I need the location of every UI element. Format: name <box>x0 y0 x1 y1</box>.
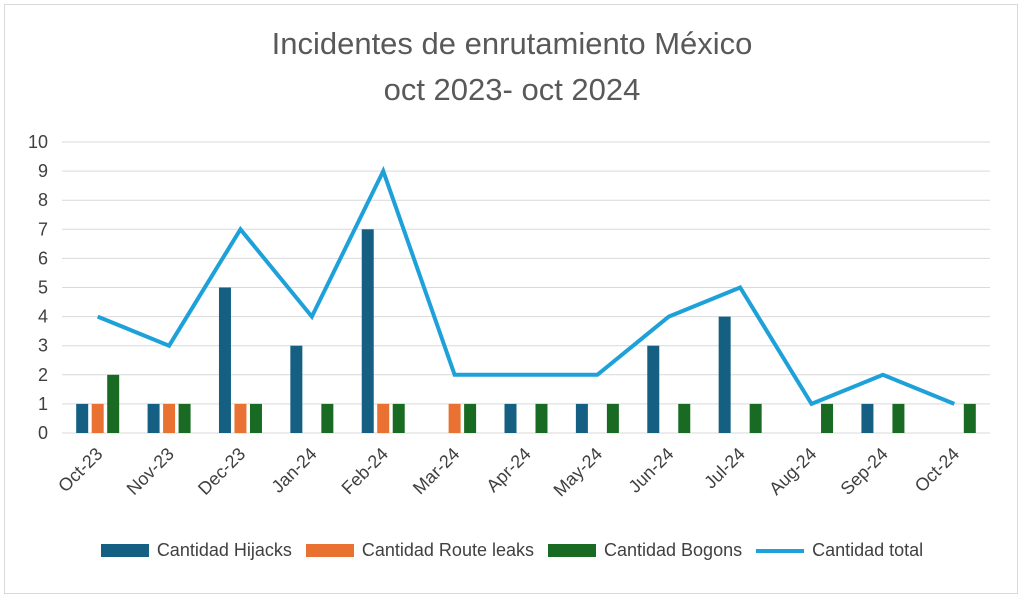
y-tick-label: 1 <box>38 394 48 414</box>
legend-label-bogons: Cantidad Bogons <box>603 540 743 560</box>
bar-cantidad-bogons <box>963 403 976 433</box>
legend-swatch-route-leaks <box>305 544 354 557</box>
y-tick-label: 9 <box>38 161 48 181</box>
bar-cantidad-hijacks <box>718 316 731 433</box>
bar-cantidad-hijacks <box>575 403 588 433</box>
x-tick-label: Oct-23 <box>54 444 106 496</box>
y-tick-label: 8 <box>38 190 48 210</box>
x-tick-label: Jun-24 <box>625 444 678 497</box>
bar-cantidad-hijacks <box>647 345 660 433</box>
bar-cantidad-bogons <box>464 403 477 433</box>
x-tick-label: Sep-24 <box>837 444 892 499</box>
x-tick-label: Dec-23 <box>194 444 249 499</box>
legend-item-total: Cantidad total <box>756 540 923 561</box>
bar-cantidad-hijacks <box>76 403 89 433</box>
bar-cantidad-route-leaks <box>163 403 176 433</box>
bar-cantidad-hijacks <box>218 287 231 433</box>
legend-swatch-hijacks <box>100 544 149 557</box>
y-tick-label: 10 <box>28 132 48 152</box>
bar-cantidad-route-leaks <box>91 403 104 433</box>
y-tick-label: 3 <box>38 336 48 356</box>
bar-cantidad-hijacks <box>504 403 517 433</box>
bar-cantidad-hijacks <box>147 403 160 433</box>
bar-cantidad-bogons <box>321 403 334 433</box>
chart-subtitle: oct 2023- oct 2024 <box>383 72 641 107</box>
bar-cantidad-bogons <box>178 403 191 433</box>
chart-title: Incidentes de enrutamiento México <box>271 26 753 61</box>
bar-cantidad-route-leaks <box>234 403 247 433</box>
line-cantidad-total <box>96 165 956 407</box>
legend-label-total: Cantidad total <box>812 540 924 560</box>
x-tick-label: Feb-24 <box>338 444 392 498</box>
bar-cantidad-bogons <box>535 403 548 433</box>
y-tick-label: 2 <box>38 365 48 385</box>
legend-label-route-leaks: Cantidad Route leaks <box>361 540 534 560</box>
bar-cantidad-bogons <box>107 374 120 433</box>
bar-cantidad-bogons <box>392 403 405 433</box>
x-tick-label: Jan-24 <box>268 444 321 497</box>
bar-cantidad-bogons <box>606 403 619 433</box>
x-tick-label: Oct-24 <box>911 444 963 496</box>
y-tick-label: 7 <box>38 219 48 239</box>
y-tick-label: 5 <box>38 278 48 298</box>
bar-cantidad-hijacks <box>361 229 374 433</box>
y-tick-label: 0 <box>38 423 48 443</box>
x-tick-label: May-24 <box>550 444 607 501</box>
chart-frame <box>4 4 1018 594</box>
y-tick-label: 4 <box>38 307 48 327</box>
legend-label-hijacks: Cantidad Hijacks <box>156 540 292 560</box>
bar-cantidad-bogons <box>821 403 834 433</box>
legend-item-bogons: Cantidad Bogons <box>547 540 743 561</box>
bar-cantidad-hijacks <box>861 403 874 433</box>
bar-cantidad-hijacks <box>290 345 303 433</box>
legend: Cantidad Hijacks Cantidad Route leaks Ca… <box>0 540 1024 561</box>
y-tick-label: 6 <box>38 248 48 268</box>
bar-cantidad-bogons <box>678 403 691 433</box>
x-tick-label: Mar-24 <box>409 444 463 498</box>
legend-swatch-total <box>756 548 805 553</box>
bar-cantidad-bogons <box>892 403 905 433</box>
legend-item-hijacks: Cantidad Hijacks <box>100 540 292 561</box>
bar-cantidad-route-leaks <box>448 403 461 433</box>
legend-swatch-bogons <box>547 544 596 557</box>
bar-cantidad-bogons <box>749 403 762 433</box>
x-tick-label: Apr-24 <box>482 444 534 496</box>
bar-cantidad-bogons <box>249 403 262 433</box>
bar-cantidad-route-leaks <box>377 403 390 433</box>
x-tick-label: Nov-23 <box>123 444 178 499</box>
x-tick-label: Aug-24 <box>765 444 820 499</box>
x-tick-label: Jul-24 <box>700 444 749 493</box>
legend-item-route-leaks: Cantidad Route leaks <box>305 540 534 561</box>
